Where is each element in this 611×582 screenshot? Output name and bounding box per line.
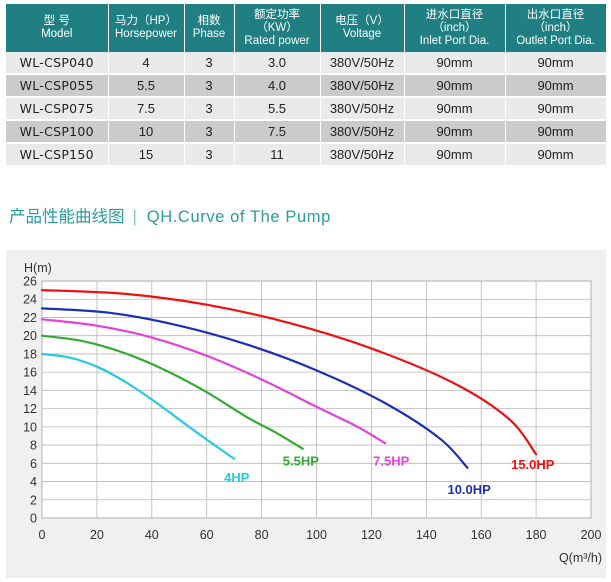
curve-15-0hp xyxy=(40,289,538,456)
cell-rated-power: 11 xyxy=(234,143,321,167)
x-tick-label: 120 xyxy=(361,528,382,542)
cell-phase: 3 xyxy=(184,97,235,121)
cell-rated-power: 5.5 xyxy=(234,97,321,121)
spec-table: 型 号 Model 马力（HP） Horsepower 相数 Phase 额定功率 （K… xyxy=(6,4,607,167)
cell-voltage: 380V/50Hz xyxy=(320,52,405,75)
table-row: WL-CSP055 5.5 3 4.0 380V/50Hz 90mm 90mm xyxy=(6,74,607,98)
x-tick-label: 0 xyxy=(39,528,46,542)
y-tick-label: 18 xyxy=(23,347,37,361)
cell-horsepower: 15 xyxy=(108,143,185,167)
y-tick-label: 16 xyxy=(23,366,37,380)
y-tick-label: 26 xyxy=(23,275,37,289)
x-tick-label: 20 xyxy=(90,528,104,542)
series-label-7-5hp: 7.5HP xyxy=(373,453,409,468)
header-inlet-port: 进水口直径 （inch） Inlet Port Dia. xyxy=(404,4,506,52)
cell-phase: 3 xyxy=(184,52,235,75)
y-tick-label: 14 xyxy=(23,384,37,398)
cell-inlet: 90mm xyxy=(404,120,506,144)
y-tick-label: 24 xyxy=(23,293,37,307)
cell-outlet: 90mm xyxy=(505,52,607,75)
header-model: 型 号 Model xyxy=(6,4,109,52)
table-row: WL-CSP150 15 3 11 380V/50Hz 90mm 90mm xyxy=(6,143,607,167)
cell-inlet: 90mm xyxy=(404,143,506,167)
x-axis-label: Q(m³/h) xyxy=(559,551,602,565)
cell-model: WL-CSP100 xyxy=(6,120,109,144)
table-header-row: 型 号 Model 马力（HP） Horsepower 相数 Phase 额定功率 （K… xyxy=(6,4,607,52)
header-rated-power: 额定功率 （KW） Rated power xyxy=(234,4,321,52)
cell-rated-power: 7.5 xyxy=(234,120,321,144)
y-tick-label: 8 xyxy=(30,439,37,453)
cell-voltage: 380V/50Hz xyxy=(320,143,405,167)
y-axis-label: H(m) xyxy=(24,261,52,275)
header-outlet-port: 出水口直径 （inch） Outlet Port Dia. xyxy=(505,4,607,52)
cell-inlet: 90mm xyxy=(404,52,506,75)
cell-phase: 3 xyxy=(184,74,235,98)
series-label-10-0hp: 10.0HP xyxy=(447,482,491,497)
x-tick-label: 140 xyxy=(416,528,437,542)
y-tick-label: 22 xyxy=(23,311,37,325)
cell-model: WL-CSP040 xyxy=(6,52,109,75)
series-label-5-5hp: 5.5HP xyxy=(283,454,319,469)
curve-7-5hp xyxy=(40,318,387,445)
cell-outlet: 90mm xyxy=(505,143,607,167)
cell-rated-power: 3.0 xyxy=(234,52,321,75)
y-tick-label: 4 xyxy=(30,475,37,489)
y-tick-label: 0 xyxy=(30,512,37,526)
cell-outlet: 90mm xyxy=(505,120,607,144)
y-tick-label: 6 xyxy=(30,457,37,471)
x-tick-label: 160 xyxy=(471,528,492,542)
table-row: WL-CSP040 4 3 3.0 380V/50Hz 90mm 90mm xyxy=(6,52,607,75)
cell-outlet: 90mm xyxy=(505,74,607,98)
x-tick-label: 40 xyxy=(145,528,159,542)
header-horsepower: 马力（HP） Horsepower xyxy=(108,4,185,52)
cell-voltage: 380V/50Hz xyxy=(320,120,405,144)
y-tick-label: 10 xyxy=(23,420,37,434)
y-tick-label: 20 xyxy=(23,329,37,343)
section-title-en: QH.Curve of The Pump xyxy=(146,208,331,226)
y-tick-label: 2 xyxy=(30,493,37,507)
x-tick-label: 200 xyxy=(581,528,602,542)
cell-voltage: 380V/50Hz xyxy=(320,97,405,121)
curve-10-0hp xyxy=(40,307,469,469)
cell-horsepower: 7.5 xyxy=(108,97,185,121)
section-title: 产品性能曲线图 | QH.Curve of The Pump xyxy=(9,206,331,228)
cell-model: WL-CSP150 xyxy=(6,143,109,167)
header-voltage: 电压（V） Voltage xyxy=(320,4,405,52)
curve-4hp xyxy=(40,352,236,460)
cell-voltage: 380V/50Hz xyxy=(320,74,405,98)
curve-5-5hp xyxy=(40,334,304,450)
cell-horsepower: 5.5 xyxy=(108,74,185,98)
table-row: WL-CSP075 7.5 3 5.5 380V/50Hz 90mm 90mm xyxy=(6,97,607,121)
cell-horsepower: 4 xyxy=(108,52,185,75)
cell-model: WL-CSP075 xyxy=(6,97,109,121)
section-title-zh: 产品性能曲线图 xyxy=(9,208,125,226)
x-tick-label: 60 xyxy=(200,528,214,542)
series-label-15-0hp: 15.0HP xyxy=(511,457,555,472)
cell-outlet: 90mm xyxy=(505,97,607,121)
cell-rated-power: 4.0 xyxy=(234,74,321,98)
series-label-4hp: 4HP xyxy=(224,470,250,485)
cell-phase: 3 xyxy=(184,143,235,167)
table-row: WL-CSP100 10 3 7.5 380V/50Hz 90mm 90mm xyxy=(6,120,607,144)
y-tick-label: 12 xyxy=(23,402,37,416)
cell-phase: 3 xyxy=(184,120,235,144)
qh-curve-svg: 0 20 40 60 80 100 120 140 160 180 2000246810121416… xyxy=(23,261,602,565)
qh-curve-chart: 0 20 40 60 80 100 120 140 160 180 200 0 2 4 6 8 10 12 14 16… xyxy=(6,250,606,578)
x-tick-label: 80 xyxy=(255,528,269,542)
header-phase: 相数 Phase xyxy=(184,4,235,52)
section-title-separator: | xyxy=(132,208,137,226)
cell-model: WL-CSP055 xyxy=(6,74,109,98)
cell-inlet: 90mm xyxy=(404,97,506,121)
cell-inlet: 90mm xyxy=(404,74,506,98)
x-tick-label: 180 xyxy=(526,528,547,542)
cell-horsepower: 10 xyxy=(108,120,185,144)
x-tick-label: 100 xyxy=(306,528,327,542)
